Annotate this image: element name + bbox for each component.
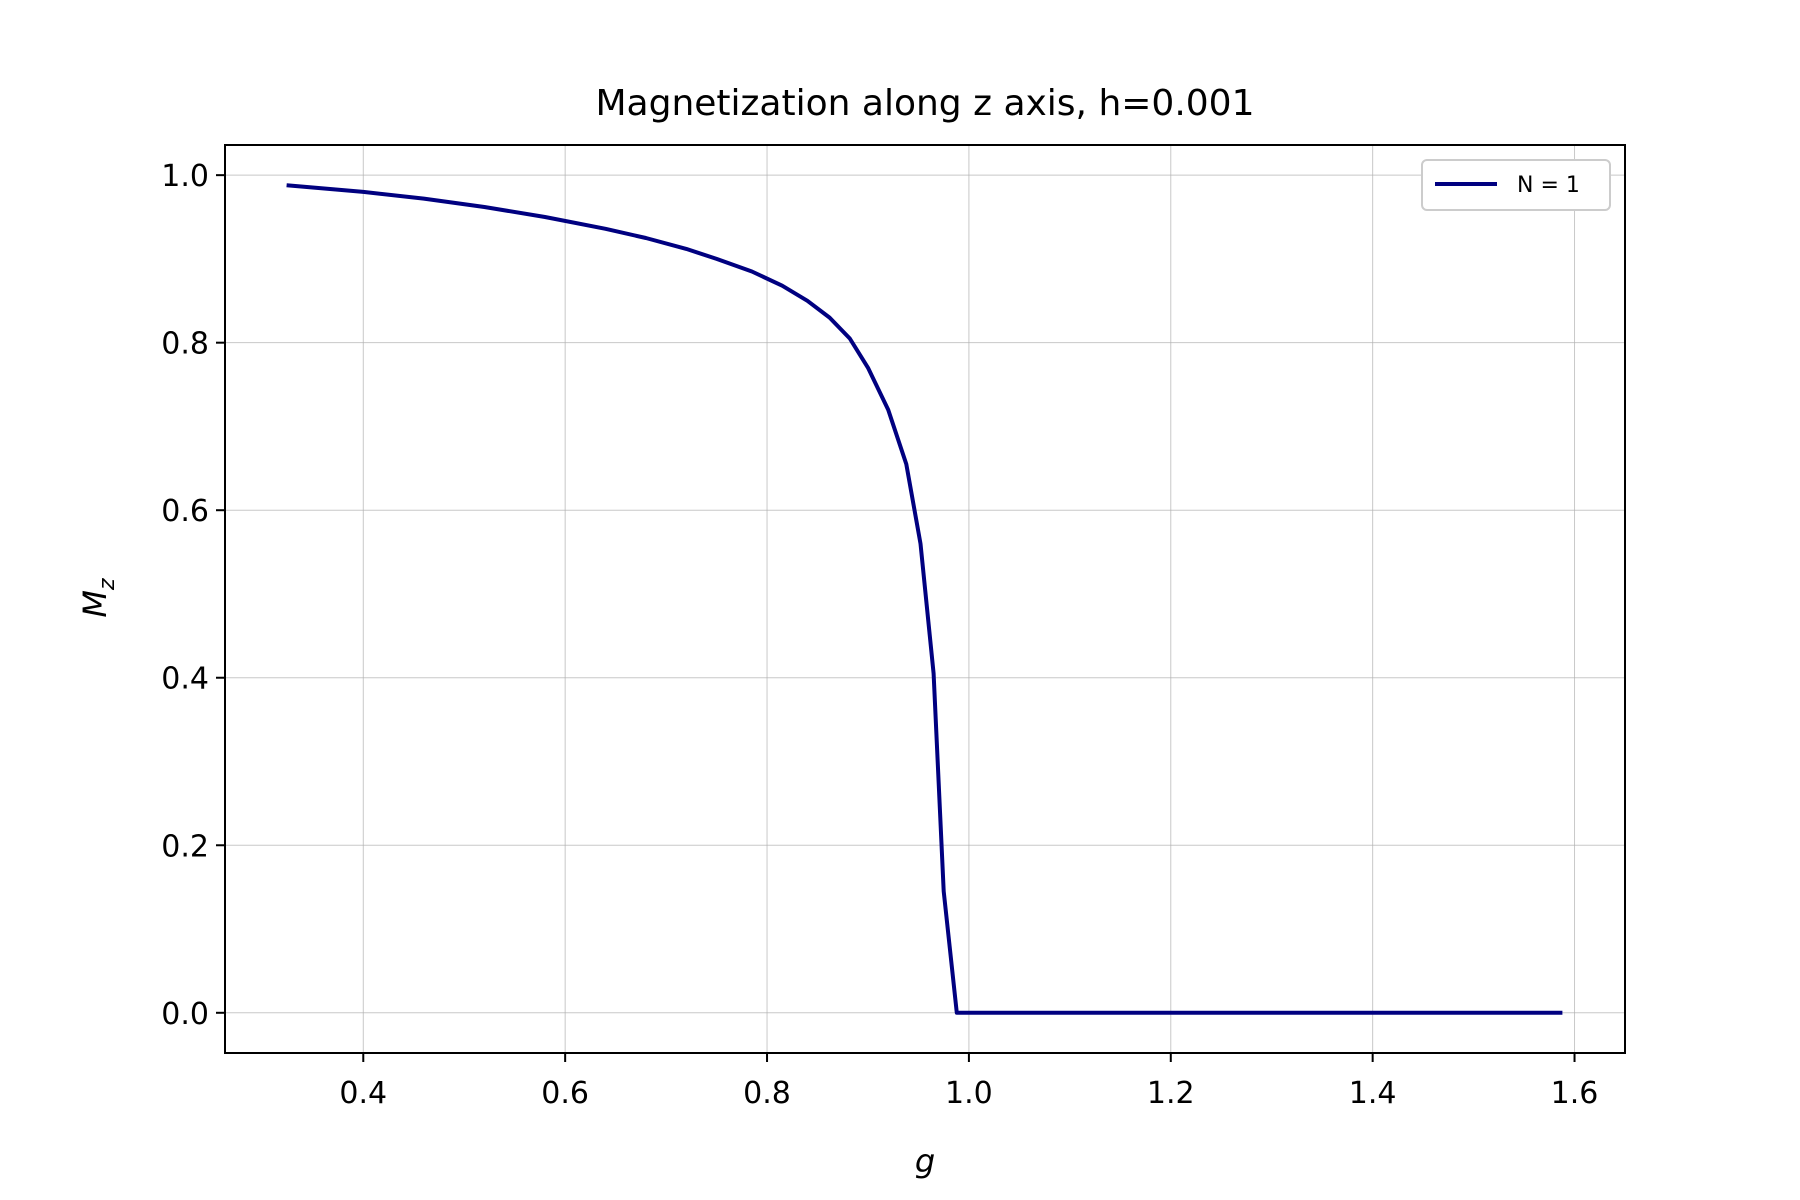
plot-frame <box>224 144 1626 1054</box>
y-tick-label: 0.0 <box>161 997 209 1032</box>
y-tick-label: 0.4 <box>161 662 209 697</box>
x-tick-label: 0.4 <box>339 1076 387 1111</box>
y-tick-label: 0.6 <box>161 494 209 529</box>
x-tick-label: 1.2 <box>1147 1076 1195 1111</box>
y-tick-label: 0.8 <box>161 327 209 362</box>
legend-label: N = 1 <box>1517 173 1580 198</box>
y-axis-label-main: M <box>76 590 114 618</box>
x-tick-label: 1.6 <box>1551 1076 1599 1111</box>
x-tick-label: 1.4 <box>1349 1076 1397 1111</box>
y-tick-label: 1.0 <box>161 159 209 194</box>
x-tick-label: 0.8 <box>743 1076 791 1111</box>
y-axis-label-subscript: z <box>95 578 120 591</box>
x-axis-label: g <box>915 1142 935 1180</box>
legend: N = 1 <box>1421 159 1611 211</box>
series-line <box>286 183 1563 1015</box>
series-layer <box>286 183 1563 1015</box>
x-tick-label: 0.6 <box>541 1076 589 1111</box>
chart-title: Magnetization along z axis, h=0.001 <box>595 83 1254 124</box>
y-axis-label: Mz <box>76 578 120 618</box>
y-axis-ticks: 0.0 0.2 0.4 0.6 0.8 1.0 <box>161 159 225 1032</box>
x-axis-ticks: 0.4 0.6 0.8 1.0 1.2 1.4 1.6 <box>339 1053 1598 1111</box>
x-tick-label: 1.0 <box>945 1076 993 1111</box>
y-tick-label: 0.2 <box>161 829 209 864</box>
legend-box <box>1421 159 1611 211</box>
